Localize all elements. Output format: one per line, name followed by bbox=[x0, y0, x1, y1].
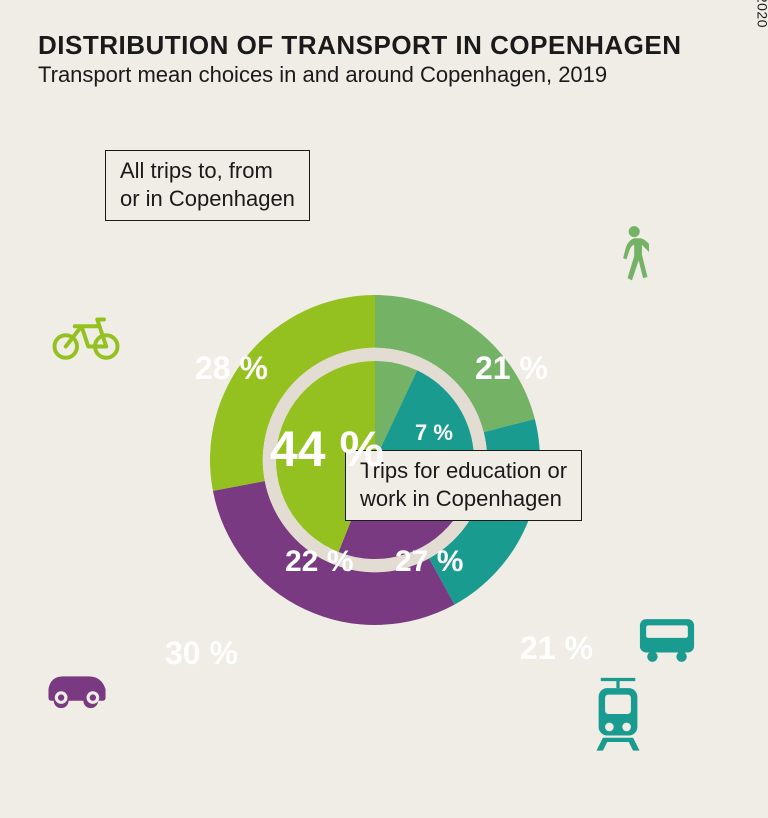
pct-outer-bike: 28 % bbox=[195, 350, 268, 387]
nested-donut-chart: All trips to, fromor in Copenhagen Trips… bbox=[45, 130, 705, 790]
credit-line: © EUROPEAN MOBILITY ATLAS 2021 / CYKELRE… bbox=[754, 0, 768, 28]
callout-outer-ring: All trips to, fromor in Copenhagen bbox=[105, 150, 310, 221]
tram-icon bbox=[590, 675, 646, 753]
pct-outer-walk: 21 % bbox=[475, 350, 548, 387]
bus-icon bbox=[635, 615, 699, 665]
pct-outer-transit: 21 % bbox=[520, 630, 593, 667]
walk-icon bbox=[615, 225, 649, 287]
bike-icon bbox=[50, 315, 122, 360]
pct-inner-transit: 27 % bbox=[395, 545, 463, 579]
pct-outer-car: 30 % bbox=[165, 635, 238, 672]
chart-title: DISTRIBUTION OF TRANSPORT IN COPENHAGEN bbox=[38, 30, 682, 61]
pct-inner-car: 22 % bbox=[285, 545, 353, 579]
pct-inner-bike: 44 % bbox=[270, 420, 384, 478]
chart-subtitle: Transport mean choices in and around Cop… bbox=[38, 62, 607, 88]
pct-inner-walk: 7 % bbox=[415, 420, 453, 446]
car-icon bbox=[40, 665, 114, 709]
